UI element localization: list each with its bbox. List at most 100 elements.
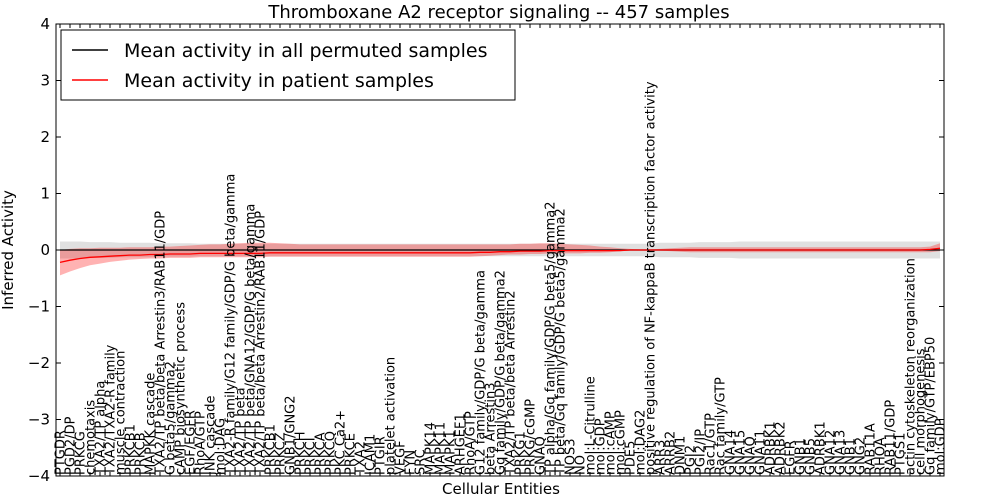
- x-category-label: MAPK14: [424, 422, 439, 475]
- x-category-label: mol:GDP: [934, 418, 949, 475]
- y-tick-label: 0: [40, 241, 50, 259]
- x-category-label: TXA2/TP beta: [234, 387, 249, 476]
- y-ticks: −4 −3 −2 −1 0 1 2 3 4: [28, 15, 944, 485]
- x-category-label: PRKCA: [314, 432, 329, 475]
- x-category-label: MAPKK cascade: [144, 373, 159, 475]
- x-category-label: mol:cGMP: [614, 410, 629, 475]
- x-category-label: PGI2: [684, 445, 699, 475]
- legend: Mean activity in all permuted samples Me…: [60, 29, 516, 101]
- y-tick-label: −2: [28, 354, 50, 372]
- x-category-label: PKC Ca2+: [334, 410, 349, 475]
- x-category-label: RhoA/GTP: [194, 411, 209, 475]
- x-category-label: GNA13: [834, 430, 849, 475]
- x-category-label: Rac1/GTP: [704, 413, 719, 475]
- x-category-label: cell morphogenesis: [914, 348, 929, 475]
- y-tick-label: 1: [40, 185, 50, 203]
- legend-label-patient: Mean activity in patient samples: [124, 70, 434, 92]
- x-category-label: GNG2: [854, 437, 869, 475]
- x-category-label: MAPK11: [434, 422, 449, 475]
- x-category-label: ADRBK1: [764, 421, 779, 475]
- series-line-patient: [59, 247, 941, 264]
- x-category-label: RAB11A: [864, 423, 879, 475]
- x-category-label: positive regulation of NF-kappaB transcr…: [644, 81, 659, 475]
- x-category-label: PGD2/DP: [64, 416, 79, 475]
- x-category-label: FYN: [404, 450, 419, 475]
- x-category-label: G beta5/gamma2: [164, 361, 179, 475]
- x-ticks: [59, 24, 941, 476]
- x-category-label: mol:DAG2: [634, 410, 649, 475]
- x-category-label: RHOA: [874, 437, 889, 475]
- x-category-label: EGFR: [784, 440, 799, 475]
- x-category-label: PTGDR: [54, 430, 69, 475]
- x-category-label: PRKCI: [304, 437, 319, 475]
- x-category-label: GNB1: [794, 438, 809, 475]
- x-category-label: RhoA/GTP: [464, 411, 479, 475]
- x-category-label: GNA12: [824, 430, 839, 475]
- x-category-label: GNA14: [724, 430, 739, 475]
- y-tick-label: 2: [40, 128, 50, 146]
- x-category-label: PRKCZ: [274, 432, 289, 475]
- x-category-label: PGI2/IP: [694, 429, 709, 475]
- x-category-label: actin cytoskeleton reorganization: [904, 258, 919, 475]
- x-category-label: cAMP biosynthetic process: [174, 302, 189, 475]
- y-tick-label: −4: [28, 467, 50, 485]
- x-category-label: TXA2: [354, 441, 369, 476]
- x-category-label: PRKCH: [294, 431, 309, 475]
- band-patient: [60, 242, 940, 276]
- x-category-label: PRKCB1: [264, 424, 279, 475]
- x-category-label: ICAM1: [364, 434, 379, 475]
- x-category-label: GNB1: [844, 438, 859, 475]
- legend-box: [60, 29, 516, 101]
- x-category-label: GNAQ: [534, 436, 549, 475]
- chart-title: Thromboxane A2 receptor signaling -- 457…: [267, 2, 729, 23]
- x-category-label: GNA15: [734, 430, 749, 475]
- x-category-label: Rac family/GTP: [714, 377, 729, 475]
- x-category-label: Gq family/GTP/EBP50: [924, 337, 939, 475]
- x-category-label: mol:DAG: [214, 418, 229, 475]
- series-lines: [59, 247, 941, 264]
- x-category-label: TXA2/TP beta/beta Arrestin3/RAB11/GDP: [154, 211, 169, 476]
- x-category-label: PTGS1: [894, 433, 909, 475]
- y-tick-label: 3: [40, 72, 50, 90]
- x-category-label: ARRB2: [664, 431, 679, 475]
- x-category-label: DNM1: [674, 436, 689, 475]
- x-category-label: mol:cAMP: [604, 411, 619, 475]
- y-axis-label: Inferred Activity: [0, 190, 17, 310]
- x-category-label: PRKCG: [74, 431, 89, 475]
- x-category-label: PRKCB: [134, 432, 149, 475]
- x-category-label: TP beta/Gq family/GDP/G beta5/gamma2: [554, 208, 569, 476]
- x-category-label: TXA2/TP beta/GNA12/GDP/G beta/gamma: [244, 204, 259, 476]
- x-category-label: RAB11/GDP: [884, 400, 899, 475]
- x-category-label: ARHGEF1: [454, 413, 469, 475]
- x-category-label: TXA2-R family/G12 family/GDP/G beta/gamm…: [224, 174, 239, 476]
- x-category-label: NOS3: [564, 439, 579, 475]
- x-category-label: PDE5: [624, 441, 639, 475]
- plot-frame: [55, 23, 945, 477]
- y-tick-label: 4: [40, 15, 50, 33]
- x-category-label: GNB1/GNG2: [284, 395, 299, 475]
- x-category-label: GNA11: [754, 430, 769, 475]
- x-category-label: PTGIR: [374, 436, 389, 475]
- x-category-label: chemotaxis: [84, 400, 99, 475]
- x-category-label: PRKCE: [344, 433, 359, 475]
- x-category-label: muscle contraction: [114, 351, 129, 475]
- x-category-label: GNAQ: [744, 436, 759, 475]
- x-category-label: PRKG/cGMP: [524, 399, 539, 475]
- x-category-label: TXA2/TXA2-R family: [104, 344, 119, 476]
- x-category-label: TXA2/TP beta/beta Arrestin2/RAB11/GDP: [254, 211, 269, 476]
- y-tick-label: −3: [28, 411, 50, 429]
- x-category-label: TP alpha/Gq family/GDP/G beta5/gamma2: [544, 201, 559, 476]
- x-category-label: PRKCQ: [324, 431, 339, 475]
- x-category-label: TXA2/TP beta/beta Arrestin2: [504, 290, 519, 476]
- x-category-label: platelet activation: [384, 357, 399, 475]
- x-category-label: ADRBK1: [814, 421, 829, 475]
- x-category-label: NO: [574, 455, 589, 475]
- x-category-label: beta Arrestin3: [484, 382, 499, 475]
- legend-label-permuted: Mean activity in all permuted samples: [124, 40, 487, 62]
- x-category-label: EGF/EGFR: [184, 410, 199, 475]
- x-category-label: JNK cascade: [204, 396, 219, 476]
- x-category-label: mol:GDP: [594, 418, 609, 475]
- x-category-label: SRC: [414, 449, 429, 475]
